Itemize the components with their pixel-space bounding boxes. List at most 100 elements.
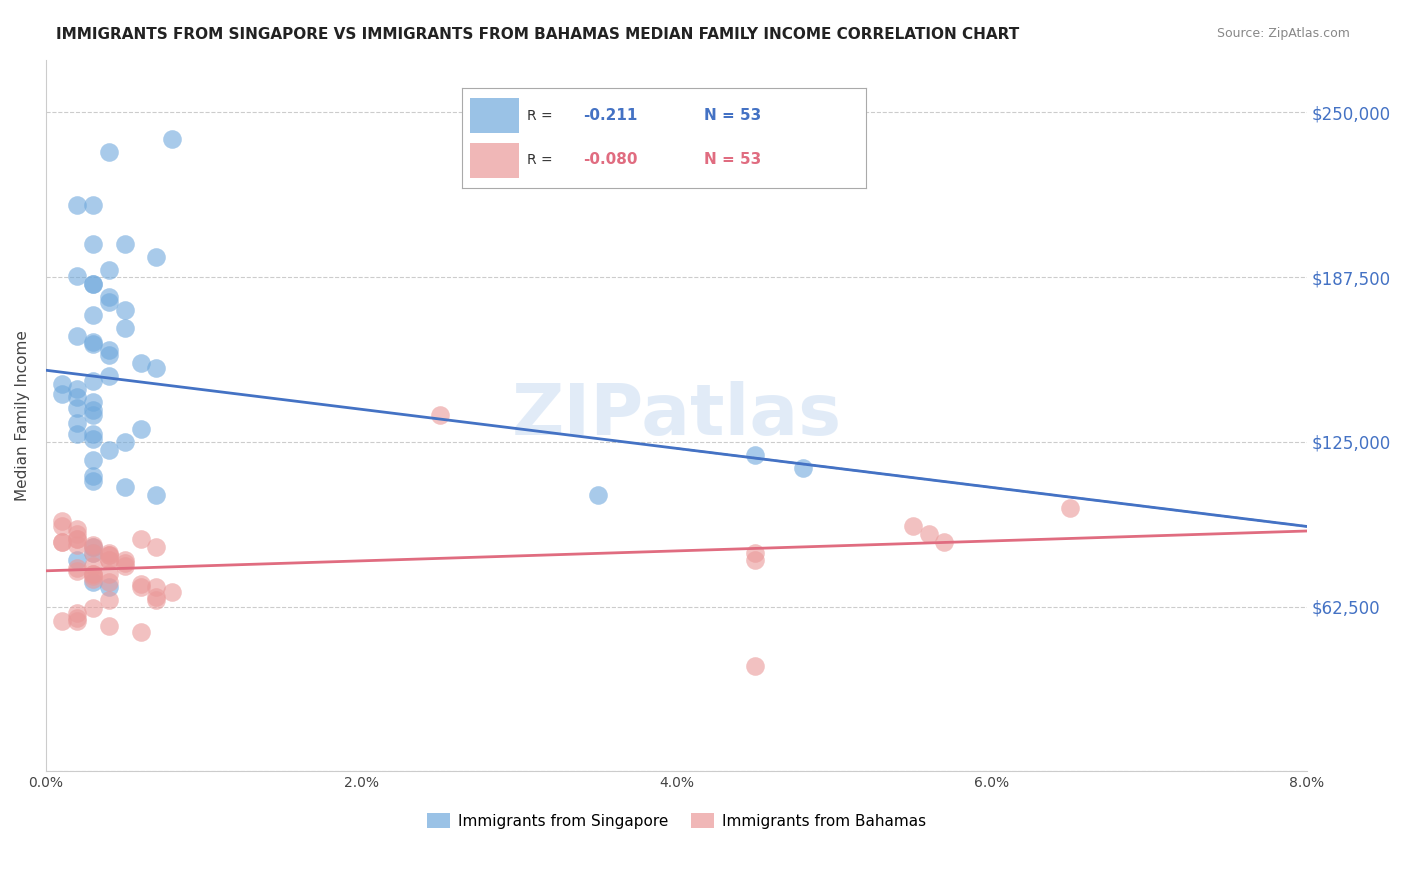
Immigrants from Singapore xyxy=(66,329,89,343)
Y-axis label: Median Family Income: Median Family Income xyxy=(15,330,30,501)
Immigrants from Singapore xyxy=(82,475,104,489)
Immigrants from Bahamas xyxy=(98,619,121,633)
Immigrants from Bahamas xyxy=(66,527,89,541)
Immigrants from Bahamas xyxy=(114,553,136,567)
Immigrants from Singapore xyxy=(66,382,89,396)
Immigrants from Singapore xyxy=(145,487,167,501)
Immigrants from Singapore xyxy=(98,442,121,457)
Immigrants from Singapore xyxy=(114,237,136,252)
Immigrants from Bahamas xyxy=(1059,500,1081,515)
Immigrants from Bahamas xyxy=(51,535,73,549)
Text: Source: ZipAtlas.com: Source: ZipAtlas.com xyxy=(1216,27,1350,40)
Immigrants from Bahamas xyxy=(66,606,89,620)
Immigrants from Singapore xyxy=(66,401,89,415)
Immigrants from Singapore xyxy=(66,426,89,441)
Immigrants from Singapore xyxy=(82,574,104,589)
Immigrants from Singapore xyxy=(66,417,89,431)
Immigrants from Singapore xyxy=(82,308,104,322)
Immigrants from Singapore xyxy=(82,277,104,291)
Immigrants from Bahamas xyxy=(98,553,121,567)
Immigrants from Singapore xyxy=(744,448,766,462)
Text: IMMIGRANTS FROM SINGAPORE VS IMMIGRANTS FROM BAHAMAS MEDIAN FAMILY INCOME CORREL: IMMIGRANTS FROM SINGAPORE VS IMMIGRANTS … xyxy=(56,27,1019,42)
Immigrants from Bahamas xyxy=(82,572,104,586)
Immigrants from Singapore xyxy=(98,348,121,362)
Immigrants from Bahamas xyxy=(114,558,136,573)
Immigrants from Bahamas xyxy=(917,527,939,541)
Immigrants from Bahamas xyxy=(429,409,451,423)
Immigrants from Singapore xyxy=(114,303,136,318)
Immigrants from Bahamas xyxy=(82,601,104,615)
Immigrants from Singapore xyxy=(160,131,183,145)
Immigrants from Bahamas xyxy=(901,519,924,533)
Immigrants from Singapore xyxy=(82,374,104,388)
Immigrants from Singapore xyxy=(82,469,104,483)
Immigrants from Singapore xyxy=(114,434,136,449)
Immigrants from Singapore xyxy=(586,487,609,501)
Immigrants from Bahamas xyxy=(82,566,104,581)
Immigrants from Bahamas xyxy=(98,545,121,559)
Immigrants from Bahamas xyxy=(145,580,167,594)
Immigrants from Bahamas xyxy=(82,541,104,555)
Immigrants from Bahamas xyxy=(66,614,89,628)
Immigrants from Singapore xyxy=(82,277,104,291)
Immigrants from Bahamas xyxy=(98,548,121,562)
Immigrants from Bahamas xyxy=(66,561,89,575)
Immigrants from Bahamas xyxy=(82,538,104,552)
Immigrants from Bahamas xyxy=(82,569,104,583)
Immigrants from Singapore xyxy=(98,580,121,594)
Immigrants from Singapore xyxy=(98,343,121,357)
Immigrants from Bahamas xyxy=(145,541,167,555)
Immigrants from Bahamas xyxy=(160,585,183,599)
Immigrants from Singapore xyxy=(82,453,104,467)
Immigrants from Bahamas xyxy=(744,659,766,673)
Immigrants from Bahamas xyxy=(98,553,121,567)
Immigrants from Singapore xyxy=(114,321,136,335)
Immigrants from Singapore xyxy=(82,337,104,351)
Legend: Immigrants from Singapore, Immigrants from Bahamas: Immigrants from Singapore, Immigrants fr… xyxy=(420,806,932,835)
Immigrants from Singapore xyxy=(98,263,121,277)
Immigrants from Singapore xyxy=(82,237,104,252)
Immigrants from Bahamas xyxy=(51,535,73,549)
Immigrants from Singapore xyxy=(98,368,121,383)
Immigrants from Singapore xyxy=(82,395,104,409)
Immigrants from Bahamas xyxy=(51,614,73,628)
Immigrants from Singapore xyxy=(66,390,89,404)
Immigrants from Singapore xyxy=(82,197,104,211)
Immigrants from Bahamas xyxy=(744,545,766,559)
Immigrants from Bahamas xyxy=(129,577,152,591)
Immigrants from Bahamas xyxy=(66,564,89,578)
Immigrants from Bahamas xyxy=(934,535,956,549)
Immigrants from Singapore xyxy=(82,334,104,349)
Immigrants from Bahamas xyxy=(66,533,89,547)
Immigrants from Bahamas xyxy=(82,566,104,581)
Immigrants from Singapore xyxy=(82,409,104,423)
Immigrants from Singapore xyxy=(98,145,121,159)
Immigrants from Singapore xyxy=(51,376,73,391)
Immigrants from Singapore xyxy=(82,426,104,441)
Immigrants from Bahamas xyxy=(145,593,167,607)
Immigrants from Singapore xyxy=(66,197,89,211)
Immigrants from Singapore xyxy=(98,295,121,310)
Immigrants from Bahamas xyxy=(145,591,167,605)
Immigrants from Bahamas xyxy=(98,574,121,589)
Immigrants from Singapore xyxy=(82,432,104,446)
Immigrants from Bahamas xyxy=(114,556,136,570)
Immigrants from Singapore xyxy=(66,268,89,283)
Immigrants from Singapore xyxy=(792,461,814,475)
Immigrants from Bahamas xyxy=(66,611,89,625)
Immigrants from Bahamas xyxy=(82,558,104,573)
Immigrants from Singapore xyxy=(82,545,104,559)
Immigrants from Singapore xyxy=(145,361,167,376)
Text: ZIPatlas: ZIPatlas xyxy=(512,381,842,450)
Immigrants from Singapore xyxy=(129,422,152,436)
Immigrants from Bahamas xyxy=(66,522,89,536)
Immigrants from Singapore xyxy=(82,541,104,555)
Immigrants from Bahamas xyxy=(98,548,121,562)
Immigrants from Singapore xyxy=(66,553,89,567)
Immigrants from Singapore xyxy=(129,356,152,370)
Immigrants from Singapore xyxy=(145,250,167,264)
Immigrants from Bahamas xyxy=(82,545,104,559)
Immigrants from Bahamas xyxy=(129,580,152,594)
Immigrants from Bahamas xyxy=(129,533,152,547)
Immigrants from Bahamas xyxy=(51,514,73,528)
